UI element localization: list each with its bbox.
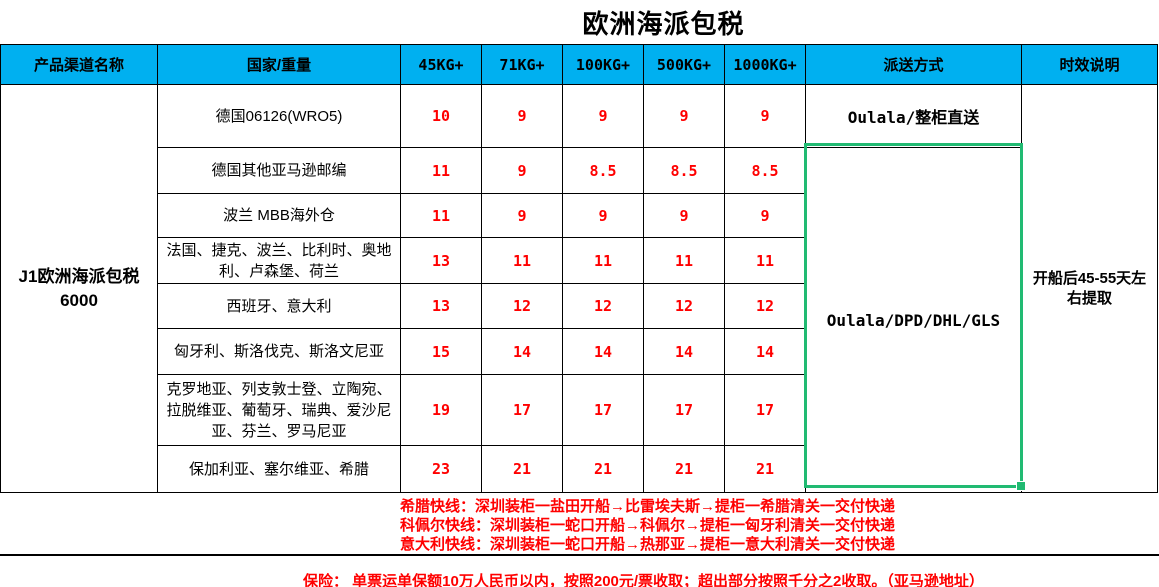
rate-cell[interactable]: 9	[562, 84, 644, 148]
rate-cell[interactable]: 11	[643, 237, 725, 284]
country-cell[interactable]: 波兰 MBB海外仓	[157, 193, 401, 238]
rate-cell[interactable]: 9	[724, 84, 806, 148]
rate-cell[interactable]: 9	[643, 84, 725, 148]
column-header-9: 时效说明	[1021, 44, 1158, 85]
rate-cell[interactable]: 17	[562, 374, 644, 446]
table-row: 克罗地亚、列支敦士登、立陶宛、拉脱维亚、葡萄牙、瑞典、爱沙尼亚、芬兰、罗马尼亚 1…	[1, 374, 1158, 446]
rate-cell[interactable]: 9	[481, 84, 563, 148]
column-header-8: 派送方式	[805, 44, 1022, 85]
country-cell[interactable]: 克罗地亚、列支敦士登、立陶宛、拉脱维亚、葡萄牙、瑞典、爱沙尼亚、芬兰、罗马尼亚	[157, 374, 401, 446]
table-row: 波兰 MBB海外仓 11 9 9 9 9	[1, 193, 1158, 238]
rates-table: 产品渠道名称 国家/重量 45KG+ 71KG+ 100KG+ 500KG+ 1000KG+…	[0, 44, 1158, 493]
rate-cell[interactable]: 12	[724, 283, 806, 329]
column-header-3: 45KG+	[400, 44, 482, 85]
table-row: 保加利亚、塞尔维亚、希腊 23 21 21 21 21	[1, 445, 1158, 493]
rate-cell[interactable]: 19	[400, 374, 482, 446]
country-cell[interactable]: 法国、捷克、波兰、比利时、奥地利、卢森堡、荷兰	[157, 237, 401, 284]
rate-cell[interactable]: 21	[724, 445, 806, 493]
rate-cell[interactable]: 14	[643, 328, 725, 375]
rate-cell[interactable]: 11	[562, 237, 644, 284]
page-title: 欧洲海派包税	[582, 8, 745, 39]
rate-cell[interactable]: 13	[400, 283, 482, 329]
column-header-5: 100KG+	[562, 44, 644, 85]
rate-cell[interactable]: 9	[562, 193, 644, 238]
rate-cell[interactable]: 10	[400, 84, 482, 148]
express-route-line: 科佩尔快线：深圳装柜一蛇口开船→科佩尔→提柜一匈牙利清关一交付快递	[400, 517, 896, 534]
country-cell[interactable]: 德国06126(WRO5)	[157, 84, 401, 148]
header-row: 产品渠道名称 国家/重量 45KG+ 71KG+ 100KG+ 500KG+ 1000KG+…	[0, 44, 1158, 85]
rate-cell[interactable]: 13	[400, 237, 482, 284]
express-route-line: 意大利快线：深圳装柜一蛇口开船→热那亚→提柜一意大利清关一交付快递	[400, 536, 896, 553]
rate-cell[interactable]: 9	[643, 193, 725, 238]
rate-cell[interactable]: 8.5	[643, 147, 725, 194]
rate-cell[interactable]: 15	[400, 328, 482, 375]
product-channel-cell[interactable]: J1欧洲海派包税 6000	[0, 84, 158, 493]
rate-cell[interactable]: 14	[724, 328, 806, 375]
rate-cell[interactable]: 21	[643, 445, 725, 493]
delivery-method-merged-cell[interactable]: Oulala/DPD/DHL/GLS	[805, 147, 1022, 493]
column-header-1: 产品渠道名称	[0, 44, 158, 85]
express-route-line: 希腊快线：深圳装柜一盐田开船→比雷埃夫斯→提柜一希腊清关一交付快递	[400, 498, 896, 515]
column-header-4: 71KG+	[481, 44, 563, 85]
rate-cell[interactable]: 12	[643, 283, 725, 329]
rate-cell[interactable]: 17	[724, 374, 806, 446]
country-cell[interactable]: 保加利亚、塞尔维亚、希腊	[157, 445, 401, 493]
rate-cell[interactable]: 17	[643, 374, 725, 446]
rate-cell[interactable]: 11	[724, 237, 806, 284]
product-code: 6000	[60, 290, 98, 310]
table-row: 德国其他亚马逊邮编 11 9 8.5 8.5 8.5 Oulala/DPD/DHL/GLS	[1, 147, 1158, 493]
rate-cell[interactable]: 12	[562, 283, 644, 329]
column-header-2: 国家/重量	[157, 44, 401, 85]
column-header-6: 500KG+	[643, 44, 725, 85]
express-route-notes: 希腊快线：深圳装柜一盐田开船→比雷埃夫斯→提柜一希腊清关一交付快递 科佩尔快线：深…	[0, 493, 1159, 556]
product-name: J1欧洲海派包税	[18, 266, 140, 286]
rate-cell[interactable]: 23	[400, 445, 482, 493]
country-cell[interactable]: 西班牙、意大利	[157, 283, 401, 329]
rate-cell[interactable]: 11	[481, 237, 563, 284]
country-cell[interactable]: 德国其他亚马逊邮编	[157, 147, 401, 194]
rate-cell[interactable]: 9	[481, 147, 563, 194]
rate-cell[interactable]: 14	[562, 328, 644, 375]
rate-cell[interactable]: 9	[724, 193, 806, 238]
delivery-method-cell[interactable]: Oulala/整柜直送	[805, 84, 1022, 148]
rate-cell[interactable]: 11	[400, 193, 482, 238]
rate-cell[interactable]: 11	[400, 147, 482, 194]
rate-cell[interactable]: 9	[481, 193, 563, 238]
rate-cell[interactable]: 8.5	[562, 147, 644, 194]
rate-cell[interactable]: 12	[481, 283, 563, 329]
rate-cell[interactable]: 8.5	[724, 147, 806, 194]
country-cell[interactable]: 匈牙利、斯洛伐克、斯洛文尼亚	[157, 328, 401, 375]
table-row: 法国、捷克、波兰、比利时、奥地利、卢森堡、荷兰 13 11 11 11 11	[1, 237, 1158, 284]
rate-cell[interactable]: 21	[481, 445, 563, 493]
table-row: 西班牙、意大利 13 12 12 12 12	[1, 283, 1158, 329]
column-header-7: 1000KG+	[724, 44, 806, 85]
rate-cell[interactable]: 14	[481, 328, 563, 375]
lead-time-cell[interactable]: 开船后45-55天左右提取	[1021, 84, 1158, 493]
insurance-note: 保险： 单票运单保额10万人民币以内，按照200元/票收取；超出部分按照千分之2…	[303, 573, 984, 587]
rate-cell[interactable]: 17	[481, 374, 563, 446]
table-row: J1欧洲海派包税 6000 德国06126(WRO5) 10 9 9 9 9 Oulala/整柜…	[0, 84, 1158, 493]
rate-cell[interactable]: 21	[562, 445, 644, 493]
